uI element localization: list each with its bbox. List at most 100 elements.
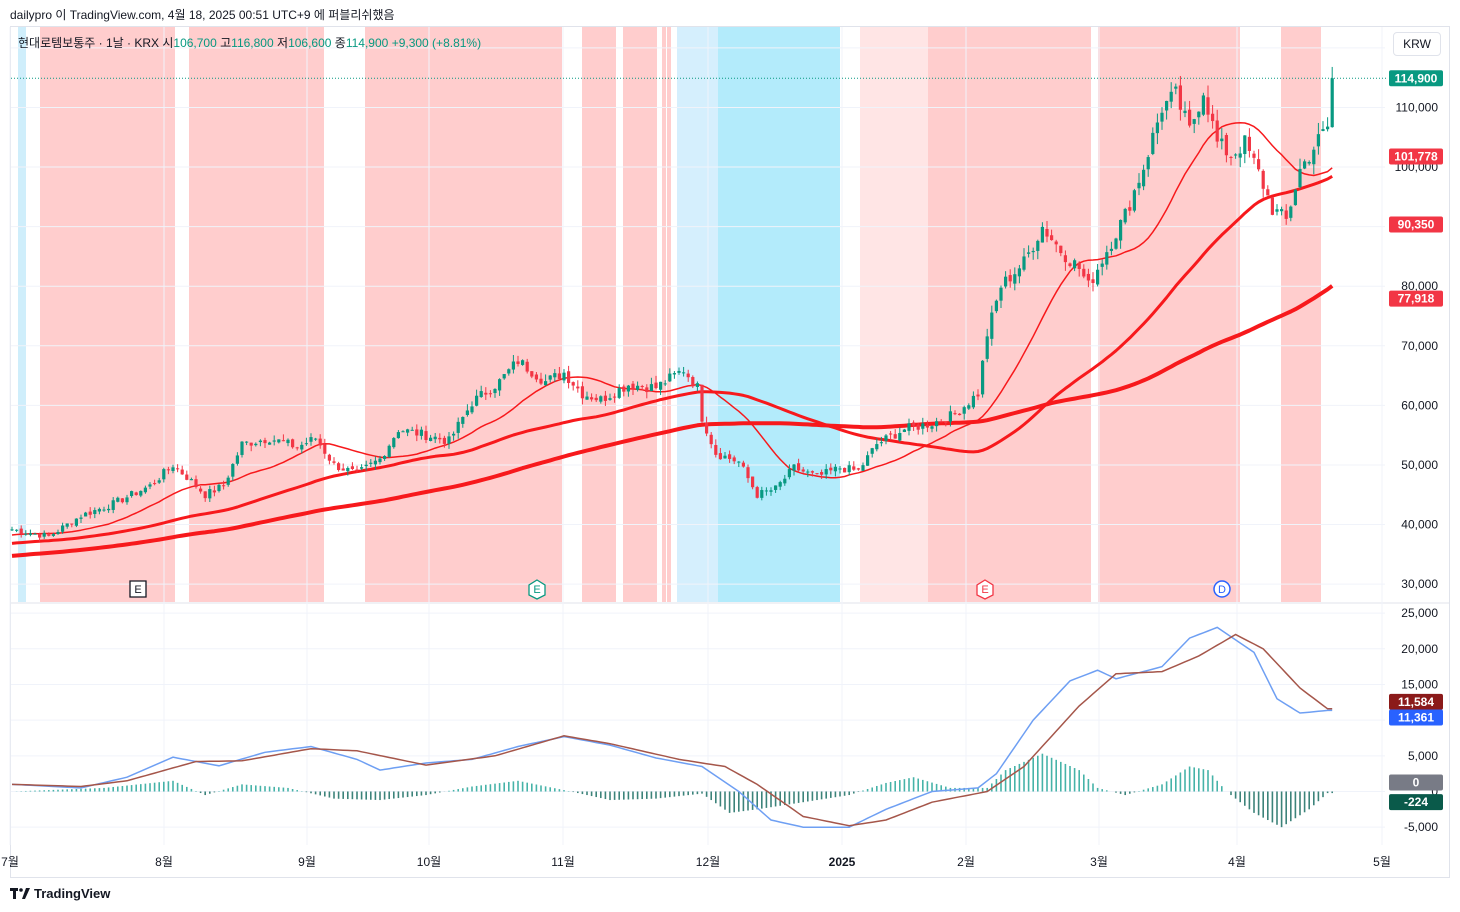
candle-body (222, 485, 226, 487)
candle-body (907, 423, 911, 431)
candle-body (925, 425, 929, 428)
candle-body (1280, 209, 1284, 212)
candle-body (590, 397, 594, 400)
candle-body (355, 469, 359, 471)
candle-body (1077, 262, 1081, 269)
candle-body (1247, 136, 1251, 151)
candle-body (843, 467, 847, 473)
time-tick-label: 10월 (417, 855, 441, 869)
candle-body (392, 438, 396, 448)
candle-body (396, 432, 400, 439)
candle-body (1192, 119, 1196, 124)
candle-body (263, 440, 267, 444)
candle-body (143, 487, 147, 493)
candle-body (1316, 134, 1320, 147)
candle-body (751, 476, 755, 488)
candlesticks (10, 66, 1334, 542)
background-band (677, 27, 718, 602)
candle-body (493, 388, 497, 394)
candle-body (157, 480, 161, 483)
background-band (18, 27, 26, 602)
background-band (860, 27, 928, 602)
candle-body (562, 372, 566, 381)
candle-body (1059, 245, 1063, 254)
candle-body (539, 378, 543, 384)
candle-body (1188, 109, 1192, 126)
grid-lines (9, 27, 1449, 845)
symbol-name: 현대로템보통주 · 1날 · KRX (18, 36, 159, 50)
ma60-line (11, 175, 1333, 545)
candle-body (769, 490, 773, 492)
price-tick-label: 40,000 (1401, 518, 1438, 532)
currency-label: KRW (1403, 37, 1431, 51)
candle-body (309, 437, 313, 442)
candle-body (1275, 209, 1279, 212)
candle-body (107, 508, 111, 511)
candle-body (553, 373, 557, 378)
candle-body (1165, 100, 1169, 111)
candle-body (28, 533, 32, 535)
candle-body (51, 534, 55, 536)
candle-body (1326, 126, 1330, 130)
candle-body (42, 532, 46, 537)
candle-body (465, 410, 469, 416)
candle-body (530, 371, 534, 377)
candle-body (1128, 207, 1132, 211)
candle-body (1169, 91, 1173, 102)
candle-body (180, 469, 184, 475)
candle-body (189, 479, 193, 481)
candle-body (139, 490, 143, 496)
change-value: +9,300 (+8.81%) (391, 36, 482, 50)
earnings-marker-oct-shape (528, 579, 546, 600)
candle-body (861, 465, 865, 471)
candle-body (424, 431, 428, 441)
candle-body (130, 491, 134, 497)
symbol-legend: 현대로템보통주 · 1날 · KRX 시106,700 고116,800 저10… (18, 34, 481, 51)
close-label: 종 (334, 36, 346, 50)
candle-body (1091, 279, 1095, 284)
candle-body (291, 439, 295, 448)
candle-body (935, 421, 939, 427)
price-tick-label: 70,000 (1401, 339, 1438, 353)
signal-line (11, 633, 1333, 827)
candle-body (1201, 95, 1205, 115)
background-band (1098, 27, 1240, 602)
candle-body (249, 442, 253, 446)
candle-body (502, 374, 506, 379)
earnings-marker-feb-shape (976, 579, 994, 600)
macd-tick-label: -5,000 (1404, 820, 1438, 834)
candle-body (990, 312, 994, 339)
candle-body (787, 469, 791, 478)
candle-body (1215, 120, 1219, 142)
candle-body (1155, 122, 1159, 134)
candle-body (97, 508, 101, 512)
candle-body (323, 444, 327, 454)
time-tick-label: 7월 (1, 855, 19, 869)
candle-body (622, 386, 626, 392)
candle-body (930, 426, 934, 429)
macd-value-label: -224 (1404, 795, 1428, 809)
dividend-marker-shape (1213, 580, 1231, 598)
candle-body (525, 361, 529, 372)
macd-value-label-bg (1389, 709, 1443, 726)
candle-body (240, 441, 244, 455)
candle-body (1063, 255, 1067, 263)
candle-body (838, 468, 842, 470)
candle-body (1142, 169, 1146, 187)
candle-body (774, 485, 778, 490)
candle-body (797, 463, 801, 471)
candle-body (1017, 268, 1021, 277)
candle-body (824, 469, 828, 475)
background-band (667, 27, 671, 602)
candle-body (548, 375, 552, 380)
candle-body (1105, 252, 1109, 265)
candle-body (373, 460, 377, 465)
background-band (928, 27, 1091, 602)
currency-button[interactable]: KRW (1393, 32, 1441, 56)
candle-body (1027, 252, 1031, 254)
footer-brand[interactable]: TradingView (10, 886, 110, 901)
ma-price-label-bg (1389, 216, 1443, 233)
candle-body (148, 484, 152, 487)
open-value: 106,700 (173, 36, 217, 50)
